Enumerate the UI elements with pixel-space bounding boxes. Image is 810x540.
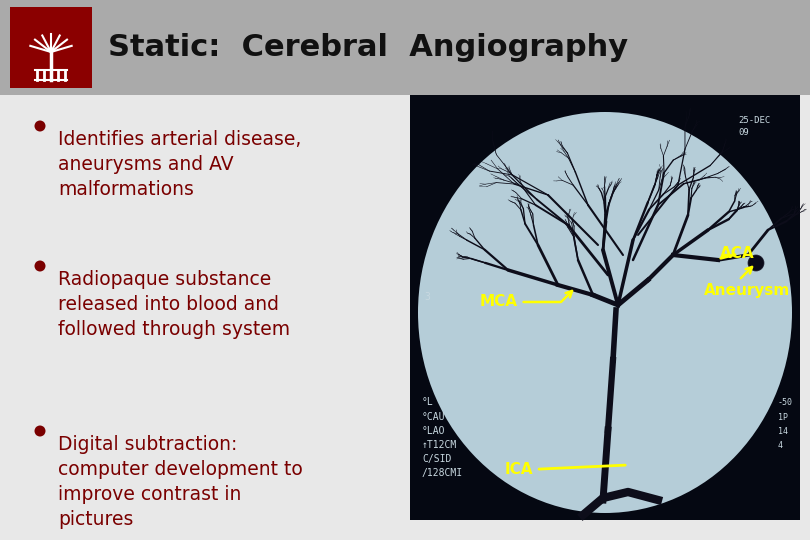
Text: 1P: 1P xyxy=(778,413,788,422)
Text: Aneurysm: Aneurysm xyxy=(704,267,790,298)
Text: Digital subtraction:
computer development to
improve contrast in
pictures: Digital subtraction: computer developmen… xyxy=(58,435,303,529)
Text: 4: 4 xyxy=(778,441,783,450)
Text: °L: °L xyxy=(422,397,433,407)
Ellipse shape xyxy=(418,112,792,513)
Text: 14: 14 xyxy=(778,427,788,436)
Text: Radiopaque substance
released into blood and
followed through system: Radiopaque substance released into blood… xyxy=(58,270,290,339)
Text: 3: 3 xyxy=(424,292,430,302)
Text: C/SID: C/SID xyxy=(422,454,451,464)
Circle shape xyxy=(35,426,45,436)
Text: -50: -50 xyxy=(778,398,793,407)
Text: Static:  Cerebral  Angiography: Static: Cerebral Angiography xyxy=(108,33,628,62)
Bar xyxy=(10,7,92,88)
Text: Identifies arterial disease,
aneurysms and AV
malformations: Identifies arterial disease, aneurysms a… xyxy=(58,130,301,199)
Text: ICA: ICA xyxy=(505,462,625,477)
Circle shape xyxy=(35,120,45,132)
Bar xyxy=(0,0,810,95)
Bar xyxy=(0,95,810,540)
Circle shape xyxy=(748,255,764,271)
Circle shape xyxy=(35,260,45,272)
Text: °CAU: °CAU xyxy=(422,412,446,422)
Text: MCA: MCA xyxy=(480,291,572,309)
Text: ACA: ACA xyxy=(720,246,755,261)
Text: /128CMI: /128CMI xyxy=(422,468,463,478)
Text: 25-DEC: 25-DEC xyxy=(738,116,770,125)
Text: ↑T12CM: ↑T12CM xyxy=(422,440,458,450)
Text: 09: 09 xyxy=(738,128,748,137)
Text: °LAO: °LAO xyxy=(422,426,446,436)
Bar xyxy=(410,95,800,520)
